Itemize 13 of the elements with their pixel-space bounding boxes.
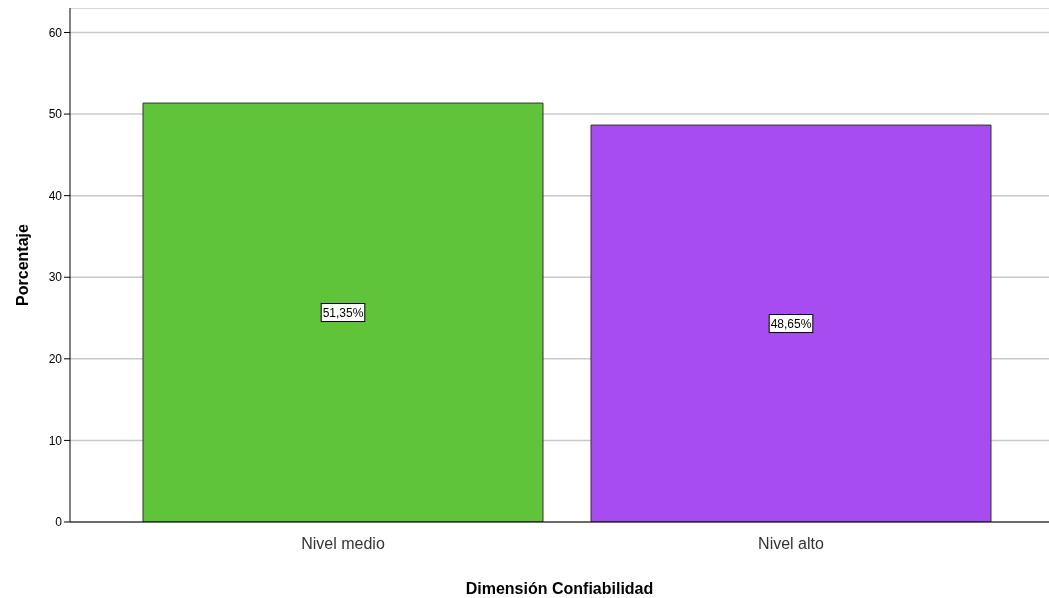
y-tick-label: 0 bbox=[55, 515, 63, 530]
x-tick-label: Nivel alto bbox=[758, 535, 824, 553]
y-tick-label: 10 bbox=[48, 433, 63, 448]
x-axis-title: Dimensión Confiabilidad bbox=[465, 580, 654, 597]
data-label: 51,35% bbox=[322, 305, 364, 320]
y-tick-label: 30 bbox=[48, 270, 63, 285]
y-tick-label: 50 bbox=[48, 107, 63, 122]
y-tick-label: 60 bbox=[48, 25, 63, 40]
data-label: 48,65% bbox=[770, 316, 812, 331]
x-tick-label: Nivel medio bbox=[301, 535, 385, 553]
y-tick-label: 20 bbox=[48, 352, 63, 367]
y-axis-title: Porcentaje bbox=[13, 223, 31, 306]
y-tick-label: 40 bbox=[48, 188, 63, 203]
